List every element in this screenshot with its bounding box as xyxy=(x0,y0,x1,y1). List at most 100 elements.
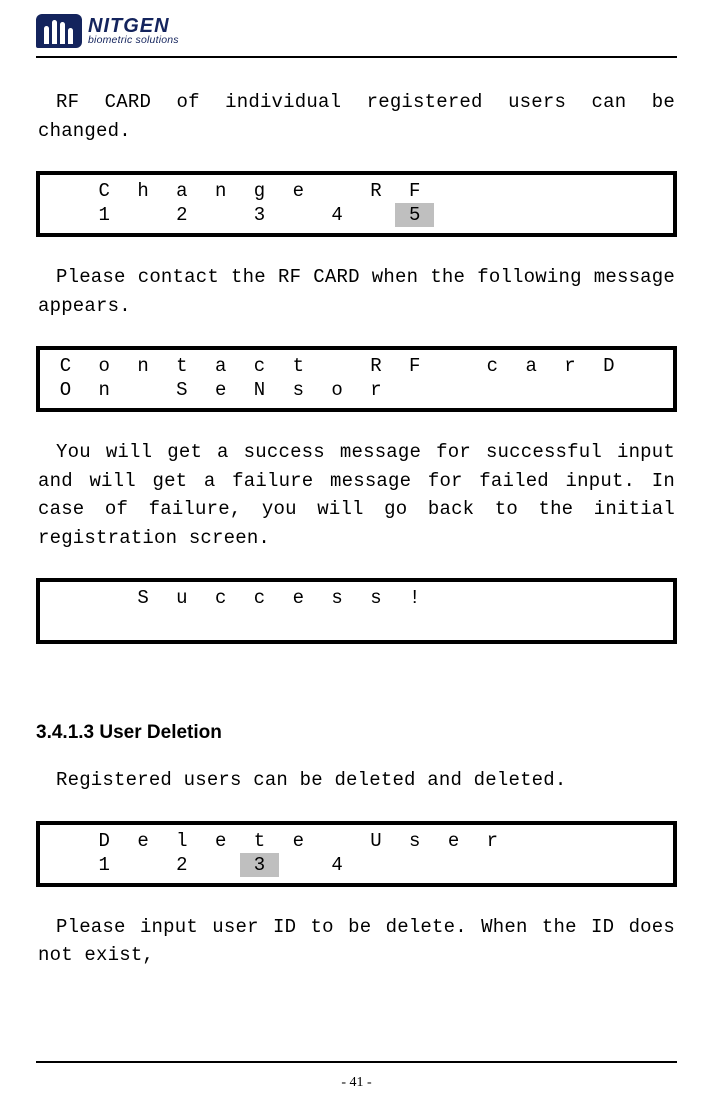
lcd-cell xyxy=(628,378,667,402)
lcd-cell xyxy=(434,203,473,227)
lcd-cell xyxy=(395,378,434,402)
lcd-cell: a xyxy=(162,179,201,203)
lcd-cell xyxy=(512,203,551,227)
lcd-cell: r xyxy=(551,354,590,378)
lcd-cell xyxy=(318,179,357,203)
lcd-cell xyxy=(201,203,240,227)
lcd-cell xyxy=(628,179,667,203)
footer-rule xyxy=(36,1061,677,1063)
lcd-cell xyxy=(434,610,473,634)
lcd-cell: 4 xyxy=(318,203,357,227)
lcd-cell xyxy=(279,203,318,227)
lcd-cell: e xyxy=(279,179,318,203)
lcd-cell xyxy=(589,853,628,877)
lcd-cell xyxy=(434,354,473,378)
lcd-cell: ! xyxy=(395,586,434,610)
lcd-cell xyxy=(473,203,512,227)
lcd-cell: 3 xyxy=(240,853,279,877)
paragraph-5: Please input user ID to be delete. When … xyxy=(38,913,675,970)
lcd-cell xyxy=(589,203,628,227)
lcd-cell xyxy=(395,610,434,634)
lcd-cell xyxy=(357,853,396,877)
lcd-cell xyxy=(589,829,628,853)
lcd-cell: o xyxy=(318,378,357,402)
lcd-cell xyxy=(628,610,667,634)
lcd-cell: r xyxy=(357,378,396,402)
lcd-cell xyxy=(318,610,357,634)
lcd-cell: t xyxy=(162,354,201,378)
lcd-cell xyxy=(162,610,201,634)
lcd-cell: r xyxy=(473,829,512,853)
lcd-cell: t xyxy=(279,354,318,378)
lcd-cell: 3 xyxy=(240,203,279,227)
lcd-cell xyxy=(124,378,163,402)
logo-icon xyxy=(36,14,82,48)
lcd-cell xyxy=(473,610,512,634)
lcd-cell: n xyxy=(201,179,240,203)
lcd-cell: n xyxy=(124,354,163,378)
lcd-cell: s xyxy=(395,829,434,853)
lcd-cell xyxy=(589,179,628,203)
lcd-change-rf: Change RF 1 2 3 4 5 xyxy=(36,171,677,237)
lcd-cell: C xyxy=(46,354,85,378)
lcd-cell xyxy=(434,378,473,402)
lcd-cell: h xyxy=(124,179,163,203)
logo-main: NITGEN xyxy=(88,16,179,36)
lcd-cell xyxy=(628,586,667,610)
lcd-cell: 2 xyxy=(162,853,201,877)
lcd-cell: e xyxy=(124,829,163,853)
lcd-cell xyxy=(434,179,473,203)
lcd-cell xyxy=(551,829,590,853)
lcd-cell: c xyxy=(473,354,512,378)
lcd-cell: t xyxy=(240,829,279,853)
lcd-cell: S xyxy=(162,378,201,402)
lcd-cell: F xyxy=(395,179,434,203)
lcd-cell xyxy=(589,586,628,610)
lcd-cell xyxy=(512,610,551,634)
lcd-cell xyxy=(551,853,590,877)
lcd-cell: a xyxy=(512,354,551,378)
lcd-cell: o xyxy=(85,354,124,378)
paragraph-4: Registered users can be deleted and dele… xyxy=(38,766,675,795)
lcd-cell xyxy=(279,610,318,634)
lcd-cell: S xyxy=(124,586,163,610)
lcd-cell: R xyxy=(357,179,396,203)
lcd-cell xyxy=(434,586,473,610)
lcd-success: Success! xyxy=(36,578,677,644)
lcd-cell xyxy=(551,378,590,402)
lcd-cell xyxy=(85,610,124,634)
lcd-cell xyxy=(628,829,667,853)
lcd-cell: e xyxy=(279,829,318,853)
lcd-cell: s xyxy=(279,378,318,402)
lcd-cell: s xyxy=(318,586,357,610)
lcd-cell xyxy=(551,610,590,634)
lcd-cell: 1 xyxy=(85,853,124,877)
lcd-cell xyxy=(46,586,85,610)
lcd-cell: e xyxy=(279,586,318,610)
lcd-cell: s xyxy=(357,586,396,610)
lcd-cell xyxy=(240,610,279,634)
lcd-cell xyxy=(628,853,667,877)
lcd-cell xyxy=(589,610,628,634)
paragraph-3: You will get a success message for succe… xyxy=(38,438,675,552)
lcd-cell: n xyxy=(85,378,124,402)
lcd-cell xyxy=(473,853,512,877)
lcd-cell xyxy=(357,203,396,227)
lcd-cell xyxy=(46,203,85,227)
lcd-cell: c xyxy=(240,586,279,610)
lcd-cell: D xyxy=(589,354,628,378)
lcd-cell xyxy=(512,853,551,877)
lcd-cell xyxy=(46,179,85,203)
lcd-cell xyxy=(395,853,434,877)
lcd-cell xyxy=(473,378,512,402)
lcd-table: Contact RF carD On SeNsor xyxy=(46,354,667,402)
lcd-cell xyxy=(318,354,357,378)
lcd-cell: g xyxy=(240,179,279,203)
lcd-cell: U xyxy=(357,829,396,853)
lcd-cell xyxy=(628,354,667,378)
lcd-cell: 2 xyxy=(162,203,201,227)
page-number: - 41 - xyxy=(0,1075,713,1091)
lcd-cell xyxy=(46,829,85,853)
lcd-cell xyxy=(589,378,628,402)
lcd-cell xyxy=(124,203,163,227)
